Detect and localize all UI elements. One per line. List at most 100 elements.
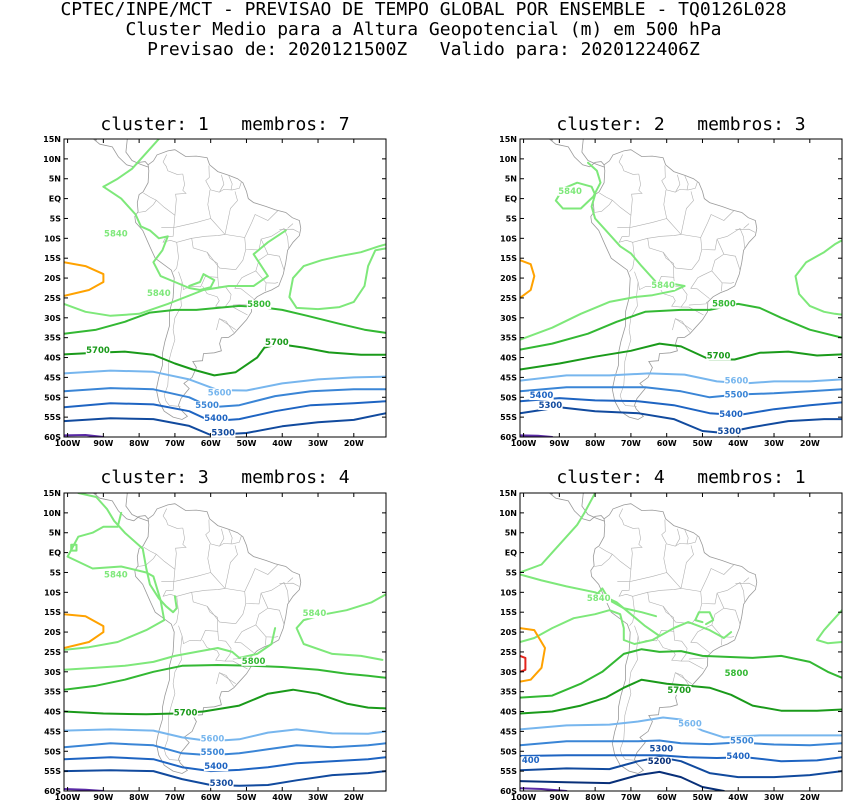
lon-tick-label: 30W: [764, 793, 784, 802]
coastline: [615, 474, 636, 481]
lat-tick-label: 45S: [500, 373, 517, 382]
border-line: [173, 267, 177, 272]
border-line: [675, 174, 681, 192]
border-line: [210, 572, 272, 605]
header-line-2: Cluster Medio para a Altura Geopotencial…: [125, 19, 722, 40]
panel-1-title: cluster: 1 membros: 7: [100, 114, 350, 135]
border-line: [672, 318, 691, 333]
border-line: [680, 545, 694, 589]
lat-tick-label: 30S: [44, 668, 61, 677]
border-line: [255, 270, 279, 284]
border-line: [202, 277, 232, 308]
map-panel-4: 15N 10N 5N EQ 5S 10S 15S 20S 25S 30S 35S 40S 45S 50S 5…: [499, 462, 843, 802]
lat-tick-label: 40S: [44, 708, 61, 717]
height-contour: [520, 342, 842, 371]
border-line: [265, 636, 267, 646]
height-contour: [520, 372, 842, 385]
lon-tick-label: 90W: [93, 793, 113, 802]
lat-tick-label: 60S: [500, 787, 517, 796]
height-contour: [594, 587, 657, 618]
height-contour: [64, 664, 386, 691]
lon-tick-label: 60W: [201, 439, 221, 448]
border-line: [688, 301, 708, 306]
contour-label: 5700: [667, 686, 691, 696]
contour-label: 5400: [726, 752, 750, 762]
lat-tick-label: 35S: [500, 334, 517, 343]
lat-tick-label: 35S: [500, 688, 517, 697]
contour-label: 5840: [303, 609, 327, 619]
border-line: [666, 572, 728, 605]
lon-tick-label: 30W: [764, 439, 784, 448]
lon-tick-label: 40W: [272, 793, 292, 802]
border-line: [675, 528, 681, 546]
contour-label: 5300: [717, 427, 741, 437]
lon-tick-label: 30W: [308, 793, 328, 802]
lon-tick-label: 90W: [549, 793, 569, 802]
lon-tick-label: 60W: [657, 439, 677, 448]
border-line: [672, 672, 691, 687]
lon-tick-label: 50W: [236, 439, 256, 448]
lat-tick-label: 55S: [500, 413, 517, 422]
lat-tick-label: 20S: [500, 274, 517, 283]
coastline: [159, 120, 180, 127]
border-line: [675, 672, 692, 684]
border-line: [681, 660, 704, 670]
border-line: [219, 174, 225, 192]
contour-label: 5500: [730, 736, 754, 746]
height-contour: [64, 229, 287, 317]
border-line: [174, 527, 187, 570]
border-line: [216, 672, 235, 687]
lon-tick-label: 40W: [728, 793, 748, 802]
lon-tick-label: 80W: [129, 793, 149, 802]
border-line: [255, 624, 279, 638]
coastline: [125, 139, 149, 168]
lon-tick-label: 60W: [657, 793, 677, 802]
coastline: [159, 474, 180, 481]
border-line: [612, 553, 633, 597]
lat-tick-label: 45S: [500, 727, 517, 736]
border-line: [206, 252, 236, 270]
height-contour: [794, 239, 842, 316]
border-line: [267, 607, 285, 625]
border-line: [681, 306, 704, 316]
coastline: [549, 139, 554, 141]
lon-tick-label: 90W: [549, 439, 569, 448]
border-line: [176, 237, 219, 291]
lat-tick-label: 30S: [500, 314, 517, 323]
border-line: [207, 543, 211, 573]
border-line: [161, 218, 211, 228]
contour-label: 5840: [104, 571, 128, 581]
border-line: [219, 672, 236, 684]
border-line: [658, 631, 688, 662]
lat-tick-label: 15N: [43, 135, 61, 144]
lat-tick-label: 30S: [44, 314, 61, 323]
lat-tick-label: 60S: [500, 433, 517, 442]
lat-tick-label: 15S: [500, 254, 517, 263]
lon-tick-label: 40W: [728, 439, 748, 448]
border-line: [234, 592, 269, 643]
contour-label: 5600: [201, 734, 225, 744]
contour-label: 5840: [104, 229, 128, 239]
border-line: [647, 234, 682, 239]
map-panel-2: 15N 10N 5N EQ 5S 10S 15S 20S 25S 30S 35S 40S 45S 50S 5…: [499, 135, 843, 448]
lat-tick-label: 10S: [500, 588, 517, 597]
border-line: [690, 238, 725, 289]
border-line: [279, 582, 300, 587]
lat-tick-label: 25S: [44, 648, 61, 657]
border-line: [225, 306, 248, 316]
border-line: [163, 635, 183, 761]
height-contour: [64, 756, 386, 773]
border-line: [735, 228, 756, 233]
lat-tick-label: 55S: [500, 767, 517, 776]
height-contour: [64, 728, 386, 743]
coastline: [577, 462, 615, 474]
border-line: [191, 588, 226, 593]
height-contour: [520, 739, 842, 747]
high-pressure-contour: [64, 261, 105, 297]
border-line: [618, 508, 639, 529]
border-line: [684, 529, 689, 544]
border-line: [630, 173, 643, 216]
coastline: [92, 493, 149, 522]
coastline: [121, 108, 159, 120]
